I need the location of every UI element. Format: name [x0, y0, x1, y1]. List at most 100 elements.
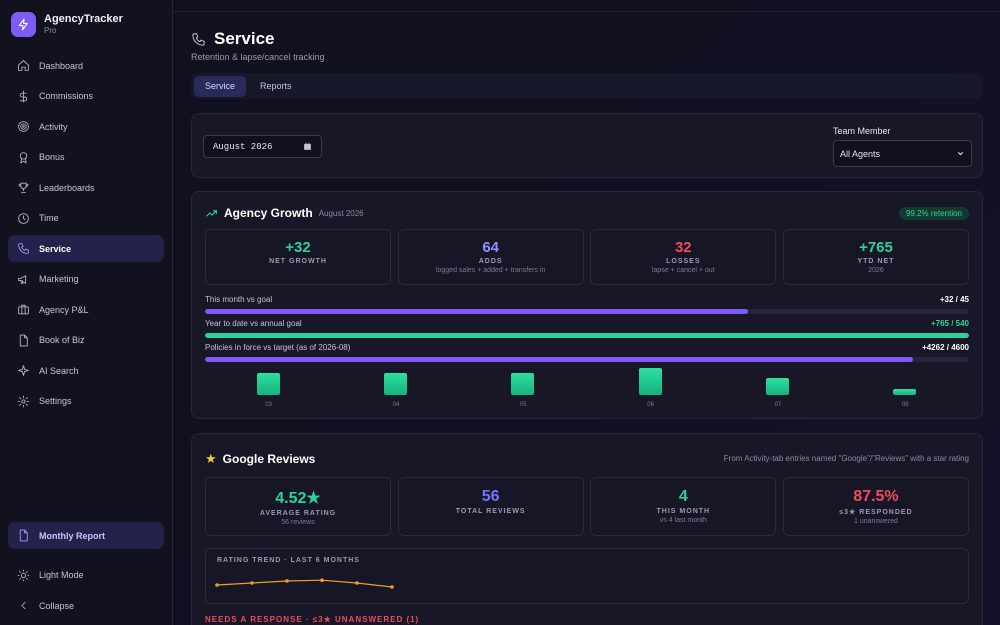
month-bar [638, 368, 662, 395]
sidebar-item-activity[interactable]: Activity [8, 113, 164, 140]
collapse-button[interactable]: Collapse [8, 592, 164, 619]
star-icon: ★ [205, 451, 217, 466]
stat-value: +32 [285, 239, 311, 256]
trend-label: RATING TREND · LAST 6 MONTHS [217, 557, 360, 564]
sidebar-item-service[interactable]: Service [8, 235, 164, 262]
tab-service[interactable]: Service [194, 75, 247, 97]
sidebar-item-label: Settings [39, 396, 72, 406]
monthly-report-label: Monthly Report [39, 530, 105, 541]
stat-ytd-net: +765 YTD NET 2026 [782, 229, 969, 285]
month-bar-column: 06 [638, 368, 664, 408]
sidebar-item-time[interactable]: Time [8, 205, 164, 232]
month-bar-label: 08 [901, 402, 909, 408]
stat-low-responded: 87.5% ≤3★ RESPONDED 1 unanswered [782, 477, 969, 536]
sidebar-item-label: Marketing [39, 274, 79, 284]
stat-sub: vs 4 last month [659, 517, 707, 524]
sidebar-item-leaderboards[interactable]: Leaderboards [8, 174, 164, 201]
calendar-icon[interactable] [303, 142, 312, 151]
sidebar-footer: Monthly Report Light Mode Collapse [8, 522, 164, 623]
sidebar-item-label: Bonus [39, 152, 65, 162]
team-member-label: Team Member [833, 126, 891, 136]
sidebar-nav: Dashboard Commissions Activity Bonus Lea… [0, 52, 172, 415]
stat-value: 32 [674, 239, 692, 256]
monthly-growth-bars: 03 04 05 06 07 08 [205, 368, 969, 408]
sidebar-item-label: Time [39, 213, 59, 223]
stat-label: TOTAL REVIEWS [455, 508, 526, 515]
needs-response-heading: NEEDS A RESPONSE · ≤3★ UNANSWERED (1) [205, 615, 420, 624]
sidebar-item-label: AI Search [39, 365, 79, 376]
month-bar-label: 04 [392, 402, 400, 408]
sidebar-item-book-of-biz[interactable]: Book of Biz [8, 327, 164, 354]
document-icon [19, 334, 28, 346]
progress-track [205, 333, 969, 338]
month-bar-column: 04 [383, 368, 409, 408]
sidebar-item-marketing[interactable]: Marketing [8, 266, 164, 293]
document-icon [19, 529, 28, 542]
progress-value: +32 / 45 [939, 295, 969, 304]
stat-label: NET GROWTH [269, 258, 327, 265]
progress-fill [205, 333, 969, 338]
month-bar [893, 388, 917, 395]
chevron-down-icon [957, 151, 964, 156]
retention-badge: 99.2% retention [898, 207, 969, 220]
month-bar-label: 06 [647, 402, 654, 408]
month-bar-column: 07 [765, 368, 791, 408]
month-bar-label: 07 [774, 402, 782, 408]
stat-label: LOSSES [666, 258, 701, 265]
page-title: Service [214, 29, 275, 48]
sun-icon [17, 569, 30, 581]
sidebar-item-settings[interactable]: Settings [8, 388, 164, 415]
team-member-value: All Agents [840, 148, 881, 159]
sidebar-item-bonus[interactable]: Bonus [8, 144, 164, 171]
progress-month-goal: This month vs goal +32 / 45 [205, 295, 969, 314]
progress-value: +4262 / 4600 [922, 343, 969, 352]
section-title: Agency Growth [224, 206, 313, 220]
tab-reports[interactable]: Reports [260, 81, 292, 91]
sidebar-item-commissions[interactable]: Commissions [8, 83, 164, 110]
progress-fill [205, 357, 914, 362]
phone-icon [18, 243, 29, 254]
stat-value: 87.5% [853, 488, 899, 505]
monthly-report-button[interactable]: Monthly Report [8, 522, 164, 549]
clock-icon [18, 212, 29, 224]
sidebar-item-label: Activity [39, 121, 68, 132]
sidebar-item-agency-pl[interactable]: Agency P&L [8, 296, 164, 323]
sidebar-item-dashboard[interactable]: Dashboard [8, 52, 164, 79]
brand[interactable]: AgencyTracker Pro [0, 0, 172, 48]
sidebar-item-ai-search[interactable]: AI Search [8, 357, 164, 384]
month-bar [383, 373, 407, 395]
sidebar-item-label: Service [39, 243, 72, 254]
month-bar-label: 05 [519, 402, 527, 408]
stat-sub: 2026 [868, 267, 884, 274]
month-bar-column: 03 [256, 368, 282, 408]
trend-line-svg [215, 578, 394, 589]
rating-trend-chart: RATING TREND · LAST 6 MONTHS [205, 548, 969, 604]
page-header: Service Retention & lapse/cancel trackin… [191, 29, 325, 62]
megaphone-icon [18, 274, 27, 284]
sidebar-item-label: Agency P&L [39, 304, 89, 315]
collapse-label: Collapse [39, 600, 75, 611]
progress-label: Year to date vs annual goal [205, 319, 302, 328]
gear-icon [17, 395, 30, 407]
top-divider [173, 11, 1000, 12]
trending-up-icon [206, 209, 217, 217]
team-member-select[interactable]: All Agents [833, 140, 972, 167]
month-value: August 2026 [213, 141, 273, 152]
sidebar-item-label: Leaderboards [39, 182, 95, 193]
app-tier: Pro [44, 26, 57, 35]
stat-label: ADDS [478, 258, 503, 265]
month-picker[interactable]: August 2026 [203, 135, 322, 158]
stat-label: THIS MONTH [656, 508, 711, 515]
trend-point [285, 579, 289, 583]
stat-this-month: 4 THIS MONTH vs 4 last month [590, 477, 777, 536]
stat-label: YTD NET [857, 258, 895, 265]
agency-growth-card: Agency Growth August 2026 99.2% retentio… [191, 191, 983, 419]
filter-card: August 2026 Team Member All Agents [191, 113, 983, 178]
sidebar-item-label: Book of Biz [39, 335, 85, 345]
tab-bar: Service Reports [191, 73, 983, 99]
light-mode-toggle[interactable]: Light Mode [8, 562, 164, 589]
trend-line [216, 579, 393, 588]
section-title: Google Reviews [222, 452, 316, 466]
stat-label: AVERAGE RATING [259, 510, 337, 517]
progress-value: +765 / 540 [930, 319, 969, 328]
